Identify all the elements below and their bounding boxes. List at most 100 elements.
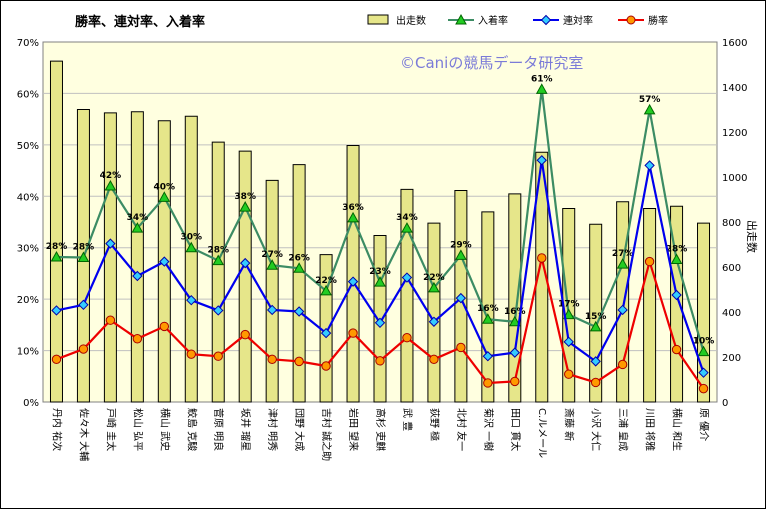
diamond-marker (159, 256, 170, 267)
bar (49, 60, 63, 403)
triangle-marker (535, 83, 548, 94)
circle-marker (78, 344, 89, 354)
diamond-marker (186, 294, 197, 306)
category-label: 松山 弘平 (131, 408, 144, 451)
bar (130, 111, 144, 403)
data-label: 16% (504, 307, 526, 317)
triangle-marker (455, 249, 467, 260)
circle-marker (537, 253, 547, 263)
triangle-marker (670, 253, 683, 265)
category-label: 津村 明秀 (266, 408, 279, 451)
triangle-marker (131, 222, 144, 233)
circle-marker (698, 383, 709, 394)
triangle-marker (616, 258, 629, 269)
triangle-marker (508, 315, 521, 327)
circle-marker (159, 321, 170, 332)
category-label: 菅原 明良 (212, 408, 225, 451)
bar (427, 222, 441, 403)
data-label: 34% (396, 213, 418, 223)
category-label: C.ルメール (536, 408, 547, 458)
diamond-marker (509, 347, 521, 358)
circle-marker (617, 359, 628, 370)
diamond-marker (644, 160, 655, 171)
diamond-marker (617, 304, 628, 316)
diamond-marker (320, 327, 332, 339)
category-label: 荻野 極 (428, 408, 441, 441)
y-left-tick-label: 60% (17, 89, 39, 100)
category-label: 戸崎 圭太 (104, 408, 117, 451)
bar (508, 193, 522, 403)
data-label: 16% (477, 304, 499, 314)
bar (643, 208, 657, 403)
triangle-marker (293, 262, 305, 273)
category-label: 佐々木 大輔 (77, 408, 90, 461)
triangle-marker (401, 222, 413, 233)
legend-label: 勝率 (648, 14, 668, 27)
circle-marker (590, 377, 601, 388)
legend-label: 入着率 (478, 14, 508, 27)
legend-label: 出走数 (396, 14, 426, 27)
data-label: 61% (531, 74, 553, 84)
y-right-tick-label: 1000 (722, 173, 747, 184)
category-label: 川田 将雅 (644, 408, 657, 451)
circle-marker (105, 315, 116, 325)
data-label: 42% (100, 171, 122, 181)
triangle-marker (589, 320, 602, 332)
triangle-marker (50, 250, 63, 262)
diamond-marker (455, 292, 467, 304)
bar (400, 188, 414, 403)
data-label: 34% (127, 213, 149, 223)
data-label: 27% (261, 250, 283, 260)
y2-axis-label: 出走数 (745, 220, 759, 253)
triangle-marker (320, 284, 332, 296)
bar (616, 201, 630, 403)
circle-marker (348, 328, 358, 338)
y-right-tick-label: 0 (722, 398, 728, 409)
diamond-marker (428, 316, 440, 327)
bar (292, 164, 306, 403)
data-label: 29% (450, 240, 472, 250)
category-label: 団野 大成 (293, 408, 306, 451)
circle-marker (429, 354, 439, 365)
data-label: 10% (693, 337, 715, 347)
bar (697, 222, 711, 403)
triangle-marker (158, 191, 171, 202)
y-right-tick-label: 200 (722, 353, 741, 364)
triangle-marker (697, 345, 710, 357)
category-label: 岩田 望来 (347, 408, 360, 451)
triangle-marker (104, 179, 117, 191)
data-label: 40% (154, 182, 176, 192)
bar (535, 151, 549, 403)
category-label: 北村 友一 (455, 408, 468, 451)
y-right-tick-label: 1200 (722, 128, 747, 139)
diamond-marker (105, 238, 116, 249)
circle-marker (132, 334, 143, 344)
bar (346, 145, 360, 403)
category-label: 鮫島 克駿 (185, 408, 198, 451)
diamond-marker (51, 305, 62, 316)
diamond-marker (536, 155, 547, 166)
data-label: 26% (288, 253, 310, 263)
lines: 28% 28% 42% 34% 40% 30% 28% 38% 27% 26% 22% 36% 23% 3… (46, 74, 715, 394)
y-right-tick-label: 600 (722, 263, 741, 274)
category-label: 菊沢 一樹 (482, 408, 495, 451)
data-label: 22% (315, 276, 337, 286)
triangle-marker (212, 254, 225, 266)
chart-title: 勝率、連対率、入着率 (75, 14, 205, 30)
data-label: 36% (342, 203, 364, 213)
category-label: 坂井 瑠星 (239, 408, 252, 451)
triangle-marker (374, 276, 386, 287)
data-label: 28% (46, 242, 68, 252)
y-left-tick-label: 10% (17, 347, 39, 358)
data-label: 38% (234, 192, 256, 202)
category-label: 田口 貫太 (509, 408, 522, 451)
legend-marker (540, 14, 552, 26)
triangle-marker (239, 201, 252, 212)
category-label: 横山 和生 (671, 408, 684, 451)
data-label: 22% (423, 273, 445, 283)
legend: 出走数 入着率 連対率 勝率 (367, 13, 668, 27)
circle-marker (267, 354, 277, 365)
legend-bar-swatch (367, 14, 389, 25)
data-label: 28% (207, 246, 229, 256)
y-right-tick-label: 1400 (722, 83, 747, 94)
